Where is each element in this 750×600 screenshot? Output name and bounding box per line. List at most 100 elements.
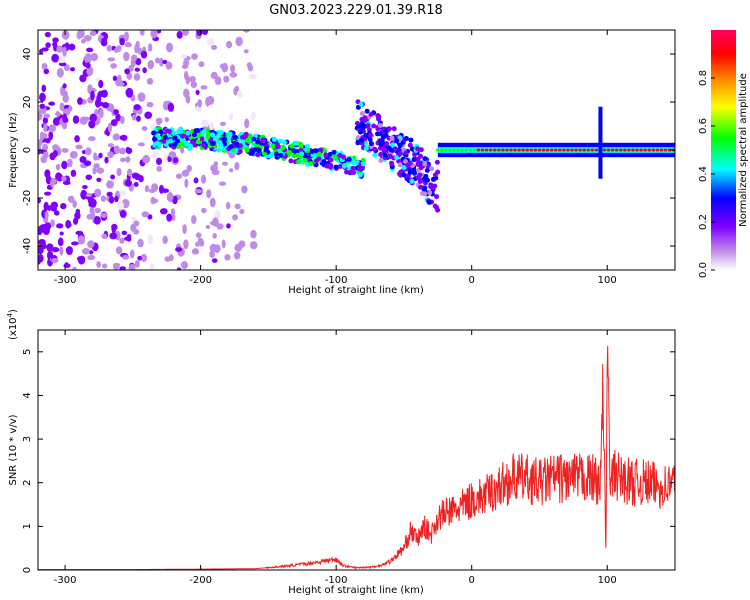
spectrogram-cell: [232, 214, 239, 221]
spectrogram-cell: [525, 148, 530, 152]
spectrogram-cell: [141, 126, 148, 131]
colorbar-tick-label: 0.6: [698, 118, 709, 134]
spectrogram-cell: [331, 149, 337, 155]
spectrogram-cell: [574, 148, 578, 152]
spectrogram-cell: [418, 165, 424, 171]
spectrogram-cell: [228, 144, 234, 150]
spectrogram-cell: [228, 168, 234, 173]
spectrogram-cell: [440, 148, 444, 152]
spectrogram-cell: [42, 143, 49, 152]
spectrogram-cell: [255, 139, 261, 145]
spectrogram-cell: [210, 71, 218, 80]
spectrogram-cell: [270, 143, 276, 149]
spectrogram-cell: [314, 158, 320, 164]
spectrogram-cell: [255, 152, 261, 158]
spectrogram-cell: [278, 152, 284, 158]
spectrogram-cell: [578, 148, 582, 152]
snr-scale-exp: 4: [6, 312, 14, 317]
spectrogram-cell: [501, 148, 505, 152]
snr-background: [38, 330, 675, 570]
spectrogram-cell: [76, 30, 82, 40]
spectrogram-cell: [151, 198, 159, 204]
spectrogram-cell: [201, 30, 209, 36]
spectrogram-cell: [92, 166, 97, 175]
spectrogram-cell: [206, 95, 215, 105]
spectrogram-xtick-label: 0: [469, 275, 475, 286]
spectrogram-cell: [427, 190, 433, 196]
spectrogram-cell: [422, 185, 428, 191]
spectrogram-cell: [165, 61, 173, 70]
spectrogram-cell: [167, 138, 173, 144]
spectrogram-cell: [426, 199, 432, 205]
spectrogram-cell: [135, 57, 142, 66]
spectrogram-cell: [41, 47, 49, 52]
spectrogram-cell: [42, 116, 49, 124]
spectrogram-cell: [200, 174, 207, 184]
spectrogram-cell: [62, 83, 67, 89]
spectrogram-cell: [582, 148, 586, 152]
spectrogram-cell: [62, 113, 68, 123]
colorbar-label: Normalized spectral amplitude: [738, 73, 749, 227]
spectrogram-cell: [389, 135, 395, 141]
spectrogram-cell: [112, 262, 121, 268]
spectrogram-cell: [545, 148, 550, 152]
spectrogram-cell: [106, 45, 113, 52]
spectrogram-cell: [162, 59, 168, 65]
spectrogram-cell: [402, 158, 408, 164]
spectrogram-cell: [152, 150, 159, 160]
spectrogram-cell: [321, 159, 327, 165]
spectrogram-cell: [147, 43, 153, 52]
spectrogram-cell: [643, 148, 647, 152]
spectrogram-cell: [375, 131, 381, 137]
spectrogram-xtick-label: -200: [189, 275, 212, 286]
spectrogram-cell: [93, 215, 101, 225]
spectrogram-cell: [178, 126, 184, 132]
spectrogram-cell: [222, 161, 229, 166]
spectrogram-cell: [357, 129, 363, 135]
spectrogram-cell: [194, 241, 201, 247]
spectrogram-cell: [80, 76, 86, 81]
spectrogram-cell: [505, 148, 509, 152]
spectrogram-cell: [133, 182, 139, 187]
spectrogram-cell: [287, 150, 293, 156]
spectrogram-cell: [209, 250, 215, 258]
spectrogram-cell: [38, 48, 44, 54]
spectrogram-cell: [126, 234, 132, 239]
spectrogram-cell: [218, 181, 227, 186]
spectrogram-cell: [350, 165, 356, 171]
spectrogram-cell: [234, 203, 241, 210]
spectrogram-cell: [51, 257, 59, 264]
spectrogram-cell: [87, 254, 96, 261]
snr-ytick-label: 2: [22, 480, 33, 486]
spectrogram-cell: [209, 121, 215, 130]
spectrogram-cell: [69, 150, 78, 159]
spectrogram-cell: [61, 147, 69, 153]
spectrogram-cell: [61, 160, 68, 170]
spectrogram-cell: [129, 249, 135, 259]
spectrogram-cell: [108, 103, 115, 113]
spectrogram-cell: [241, 185, 248, 194]
spectrogram-cell: [418, 184, 424, 190]
spectrogram-cell: [38, 197, 42, 204]
spectrogram-cell: [89, 113, 97, 123]
spectrogram-cell: [52, 117, 61, 126]
spectrogram-cell: [187, 143, 193, 149]
spectrogram-cell: [226, 223, 231, 229]
spectrogram-cell: [205, 131, 211, 137]
spectrogram-cell: [367, 136, 373, 142]
spectrogram-cell: [52, 149, 58, 158]
spectrogram-cell: [108, 196, 115, 204]
spectrogram-cell: [232, 134, 238, 140]
spectrogram-cell: [280, 145, 286, 151]
spectrogram-cell: [98, 79, 104, 89]
spectrogram-cell: [241, 139, 247, 145]
spectrogram-cell: [243, 30, 250, 33]
snr-scale-close: ): [8, 309, 19, 313]
spectrogram-cell: [102, 263, 108, 269]
spectrogram-cell: [98, 152, 103, 159]
spectrogram-cell: [107, 143, 115, 148]
spectrogram-cell: [388, 160, 394, 166]
snr-scale-label: (x104): [6, 309, 19, 340]
spectrogram-cell: [197, 98, 203, 108]
